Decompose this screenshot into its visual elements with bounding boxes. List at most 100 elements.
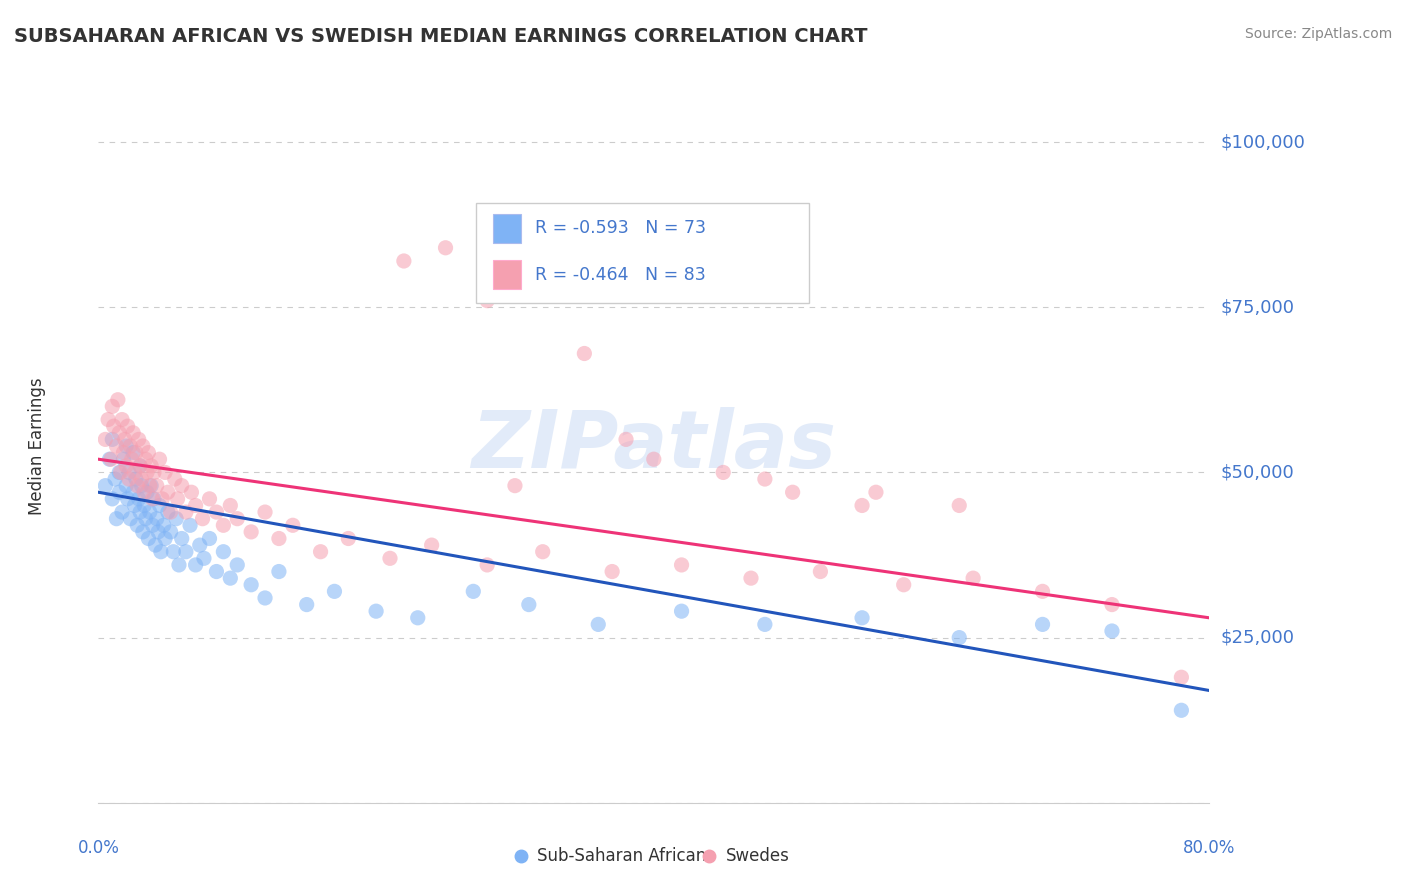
- Bar: [492, 260, 520, 289]
- Point: [100, 452, 122, 467]
- Point: [141, 458, 163, 473]
- Point: [115, 478, 138, 492]
- Point: [103, 419, 125, 434]
- Point: [309, 545, 332, 559]
- Point: [117, 419, 139, 434]
- Point: [111, 505, 134, 519]
- Point: [165, 511, 187, 525]
- Point: [108, 466, 131, 480]
- Point: [101, 400, 124, 414]
- Point: [101, 433, 124, 447]
- Point: [153, 532, 176, 546]
- Point: [134, 499, 156, 513]
- Point: [136, 485, 159, 500]
- Point: [1032, 617, 1054, 632]
- Point: [105, 511, 128, 525]
- Point: [139, 478, 162, 492]
- Point: [111, 412, 134, 426]
- Point: [392, 254, 415, 268]
- Point: [198, 532, 221, 546]
- Point: [149, 545, 172, 559]
- Point: [193, 551, 215, 566]
- Point: [110, 466, 132, 480]
- Point: [754, 617, 776, 632]
- Point: [122, 445, 145, 459]
- Point: [167, 558, 190, 572]
- Point: [240, 578, 263, 592]
- Point: [600, 565, 623, 579]
- Point: [893, 578, 915, 592]
- Point: [184, 558, 207, 572]
- Text: Sub-Saharan Africans: Sub-Saharan Africans: [537, 847, 716, 865]
- Point: [148, 499, 170, 513]
- Point: [475, 293, 499, 308]
- Point: [115, 458, 138, 473]
- Point: [588, 617, 610, 632]
- Point: [156, 485, 179, 500]
- Point: [163, 472, 186, 486]
- Point: [138, 445, 160, 459]
- Point: [475, 558, 499, 572]
- Point: [156, 505, 179, 519]
- Text: Swedes: Swedes: [725, 847, 790, 865]
- Text: R = -0.593   N = 73: R = -0.593 N = 73: [534, 219, 706, 237]
- Point: [148, 452, 170, 467]
- Point: [212, 518, 235, 533]
- Point: [152, 518, 174, 533]
- Point: [1032, 584, 1054, 599]
- Point: [145, 511, 167, 525]
- Point: [267, 532, 290, 546]
- Point: [226, 558, 249, 572]
- Point: [503, 478, 526, 492]
- Point: [94, 478, 117, 492]
- Point: [125, 445, 148, 459]
- Point: [323, 584, 346, 599]
- Point: [141, 478, 163, 492]
- Point: [131, 472, 153, 486]
- Point: [517, 598, 540, 612]
- Point: [129, 458, 152, 473]
- Point: [132, 439, 155, 453]
- Point: [219, 571, 242, 585]
- Point: [121, 452, 143, 467]
- Point: [153, 466, 176, 480]
- Point: [191, 511, 214, 525]
- Point: [212, 545, 235, 559]
- Point: [108, 425, 131, 440]
- Point: [1170, 670, 1192, 684]
- Point: [170, 532, 193, 546]
- Text: R = -0.464   N = 83: R = -0.464 N = 83: [534, 266, 706, 284]
- Point: [366, 604, 388, 618]
- Point: [101, 491, 124, 506]
- Point: [174, 505, 197, 519]
- Point: [614, 433, 637, 447]
- Point: [406, 611, 429, 625]
- Point: [420, 538, 443, 552]
- Point: [128, 433, 150, 447]
- Point: [142, 518, 165, 533]
- Point: [962, 571, 984, 585]
- Point: [174, 545, 197, 559]
- Point: [94, 433, 117, 447]
- Point: [143, 491, 166, 506]
- Text: $50,000: $50,000: [1220, 464, 1294, 482]
- Point: [135, 511, 157, 525]
- Point: [118, 472, 141, 486]
- Point: [122, 425, 145, 440]
- Point: [127, 478, 149, 492]
- Point: [671, 604, 693, 618]
- Point: [337, 532, 360, 546]
- Point: [574, 346, 596, 360]
- Point: [98, 452, 121, 467]
- Point: [115, 439, 138, 453]
- Point: [219, 499, 242, 513]
- Point: [132, 524, 155, 539]
- Point: [143, 538, 166, 552]
- Text: $100,000: $100,000: [1220, 133, 1305, 151]
- Point: [281, 518, 304, 533]
- Point: [531, 545, 554, 559]
- Point: [253, 591, 276, 605]
- Point: [145, 478, 167, 492]
- FancyBboxPatch shape: [477, 203, 810, 303]
- Point: [107, 392, 129, 407]
